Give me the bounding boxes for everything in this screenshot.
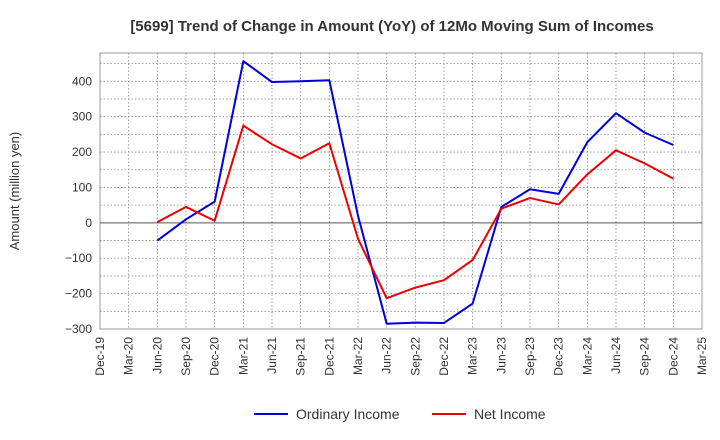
x-tick-label: Mar-20 — [122, 337, 136, 375]
x-tick-label: Mar-21 — [236, 337, 250, 375]
x-tick-label: Sep-24 — [638, 337, 652, 376]
x-tick-label: Jun-23 — [494, 337, 508, 374]
y-tick-label: 400 — [72, 74, 92, 88]
x-tick-label: Sep-22 — [408, 337, 422, 376]
x-tick-label: Jun-20 — [150, 337, 164, 374]
x-tick-label: Mar-25 — [695, 337, 709, 375]
x-tick-label: Mar-23 — [466, 337, 480, 375]
x-tick-label: Dec-19 — [93, 337, 107, 376]
y-tick-label: −300 — [65, 322, 92, 336]
legend: Ordinary Income Net Income — [254, 406, 546, 422]
x-tick-label: Jun-24 — [609, 337, 623, 374]
x-tick-label: Jun-22 — [380, 337, 394, 374]
x-tick-label: Sep-23 — [523, 337, 537, 376]
x-tick-label: Dec-21 — [322, 337, 336, 376]
x-tick-label: Dec-23 — [552, 337, 566, 376]
y-tick-label: 200 — [72, 145, 92, 159]
y-tick-label: −100 — [65, 251, 92, 265]
y-axis-ticks: −300 −200 −100 0 100 200 300 400 — [65, 74, 92, 336]
chart-title: [5699] Trend of Change in Amount (YoY) o… — [130, 18, 653, 35]
y-tick-label: 0 — [85, 216, 92, 230]
y-tick-label: 100 — [72, 180, 92, 194]
y-tick-label: 300 — [72, 110, 92, 124]
x-tick-label: Dec-20 — [208, 337, 222, 376]
x-tick-label: Mar-24 — [580, 337, 594, 375]
legend-label-net-income: Net Income — [474, 406, 546, 422]
x-tick-label: Dec-22 — [437, 337, 451, 376]
y-axis-label: Amount (million yen) — [7, 132, 22, 251]
y-tick-label: −200 — [65, 287, 92, 301]
x-tick-label: Jun-21 — [265, 337, 279, 374]
plot-area — [99, 52, 703, 330]
series-line-net-income — [156, 124, 674, 300]
x-tick-label: Mar-22 — [351, 337, 365, 375]
grid — [100, 53, 702, 329]
series-line-ordinary-income — [156, 60, 674, 325]
series-layer — [156, 60, 674, 325]
x-tick-label: Sep-21 — [294, 337, 308, 376]
x-tick-label: Dec-24 — [666, 337, 680, 376]
x-axis-ticks: Dec-19 Mar-20 Jun-20 Sep-20 Dec-20 Mar-21 Jun-… — [93, 337, 709, 376]
x-tick-label: Sep-20 — [179, 337, 193, 376]
legend-label-ordinary-income: Ordinary Income — [296, 406, 400, 422]
